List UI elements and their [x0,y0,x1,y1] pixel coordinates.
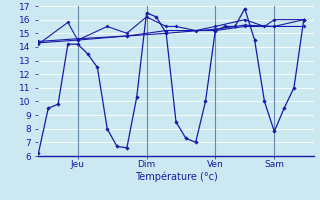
X-axis label: Température (°c): Température (°c) [135,172,217,182]
